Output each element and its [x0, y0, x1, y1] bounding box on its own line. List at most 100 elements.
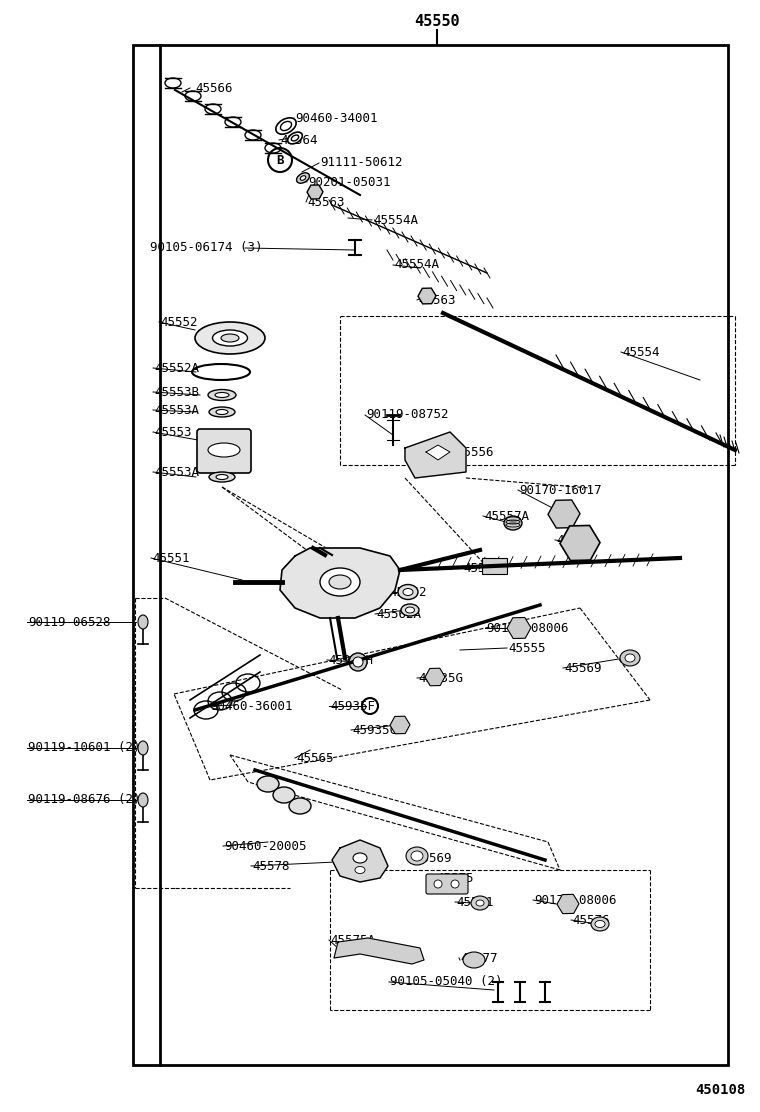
Ellipse shape [273, 787, 295, 803]
Text: 45562A: 45562A [376, 607, 421, 620]
Ellipse shape [221, 334, 239, 342]
Ellipse shape [401, 604, 419, 616]
Polygon shape [280, 548, 400, 618]
Bar [133, 44, 728, 1065]
Text: 45552A: 45552A [154, 361, 199, 375]
Text: 45563: 45563 [307, 196, 344, 209]
Text: B: B [276, 153, 283, 167]
Text: 90201-05031: 90201-05031 [308, 176, 391, 189]
Text: 450108: 450108 [695, 1083, 745, 1098]
Text: 45569: 45569 [414, 852, 451, 864]
Ellipse shape [208, 443, 240, 457]
Ellipse shape [353, 657, 363, 667]
Text: 45557: 45557 [463, 562, 501, 575]
Ellipse shape [591, 917, 609, 931]
Text: 45553A: 45553A [154, 404, 199, 417]
Text: 45551: 45551 [152, 552, 189, 565]
Ellipse shape [215, 393, 229, 397]
Text: 45935F: 45935F [330, 699, 375, 713]
Ellipse shape [595, 921, 605, 927]
Ellipse shape [476, 900, 484, 906]
Text: 45553: 45553 [154, 426, 192, 438]
Ellipse shape [138, 793, 148, 807]
Ellipse shape [208, 389, 236, 400]
Text: 90119-08752: 90119-08752 [366, 408, 448, 421]
Text: 90460-20005: 90460-20005 [224, 840, 306, 853]
Ellipse shape [355, 866, 365, 874]
Ellipse shape [300, 176, 306, 180]
Text: 45554A: 45554A [373, 214, 418, 227]
Text: 90119-10601 (2): 90119-10601 (2) [28, 742, 141, 755]
Ellipse shape [209, 407, 235, 417]
Ellipse shape [504, 516, 522, 530]
Text: 45935H: 45935H [328, 654, 373, 666]
Text: 45561: 45561 [456, 895, 493, 909]
Ellipse shape [138, 741, 148, 755]
Text: 90170-08006: 90170-08006 [486, 622, 568, 635]
Ellipse shape [406, 847, 428, 865]
Text: 45575: 45575 [436, 872, 473, 884]
Ellipse shape [434, 880, 442, 888]
Ellipse shape [411, 851, 423, 861]
Ellipse shape [406, 607, 414, 613]
Text: 45569: 45569 [564, 662, 601, 675]
Text: 45550: 45550 [414, 14, 460, 30]
Ellipse shape [329, 575, 351, 589]
Text: 90170-16017: 90170-16017 [519, 484, 601, 496]
Text: 90119-08676 (2): 90119-08676 (2) [28, 794, 141, 806]
Text: 91111-50612: 91111-50612 [320, 157, 403, 169]
Text: 45563: 45563 [418, 294, 455, 307]
Ellipse shape [289, 798, 311, 814]
Ellipse shape [353, 853, 367, 863]
Text: 90119-06528: 90119-06528 [28, 616, 110, 628]
Ellipse shape [471, 896, 489, 910]
FancyBboxPatch shape [426, 874, 468, 894]
FancyBboxPatch shape [197, 429, 251, 473]
Ellipse shape [209, 471, 235, 481]
Ellipse shape [398, 585, 418, 599]
Text: 90460-34001: 90460-34001 [295, 111, 378, 125]
Text: 45562: 45562 [389, 586, 426, 598]
Ellipse shape [257, 776, 279, 792]
Ellipse shape [280, 121, 292, 130]
Text: 45556: 45556 [456, 446, 493, 458]
Text: 45564: 45564 [280, 133, 318, 147]
Text: 90105-06174 (3): 90105-06174 (3) [150, 241, 262, 255]
Ellipse shape [349, 653, 367, 671]
Text: 45935G: 45935G [418, 672, 463, 685]
Ellipse shape [138, 615, 148, 629]
Ellipse shape [403, 588, 413, 596]
Ellipse shape [276, 118, 296, 135]
Text: 90105-05040 (2): 90105-05040 (2) [390, 975, 502, 989]
Text: 45557A: 45557A [484, 509, 529, 523]
Text: 45558: 45558 [556, 534, 594, 546]
Ellipse shape [213, 330, 248, 346]
Ellipse shape [296, 172, 309, 183]
Text: 45553B: 45553B [154, 386, 199, 398]
Text: 45577: 45577 [460, 952, 498, 964]
Text: 45554A: 45554A [394, 258, 439, 271]
Text: 45554: 45554 [622, 346, 660, 358]
Text: 90460-36001: 90460-36001 [210, 699, 293, 713]
Text: 90170-08006: 90170-08006 [534, 894, 616, 906]
Text: 45576: 45576 [572, 913, 610, 926]
Ellipse shape [216, 409, 228, 415]
Polygon shape [332, 840, 388, 882]
Polygon shape [426, 445, 450, 460]
Polygon shape [405, 431, 466, 478]
Text: 45565: 45565 [296, 752, 334, 765]
Ellipse shape [625, 654, 635, 662]
Polygon shape [334, 939, 424, 964]
Text: 45555: 45555 [508, 642, 546, 655]
Text: 45566: 45566 [195, 81, 233, 95]
FancyBboxPatch shape [482, 558, 507, 574]
Ellipse shape [451, 880, 459, 888]
Text: 45575A: 45575A [330, 933, 375, 946]
Text: 45578: 45578 [252, 860, 290, 873]
Ellipse shape [287, 132, 302, 143]
Ellipse shape [291, 135, 299, 141]
Ellipse shape [620, 651, 640, 666]
Ellipse shape [463, 952, 485, 969]
Ellipse shape [195, 322, 265, 354]
Text: 45553A: 45553A [154, 466, 199, 478]
